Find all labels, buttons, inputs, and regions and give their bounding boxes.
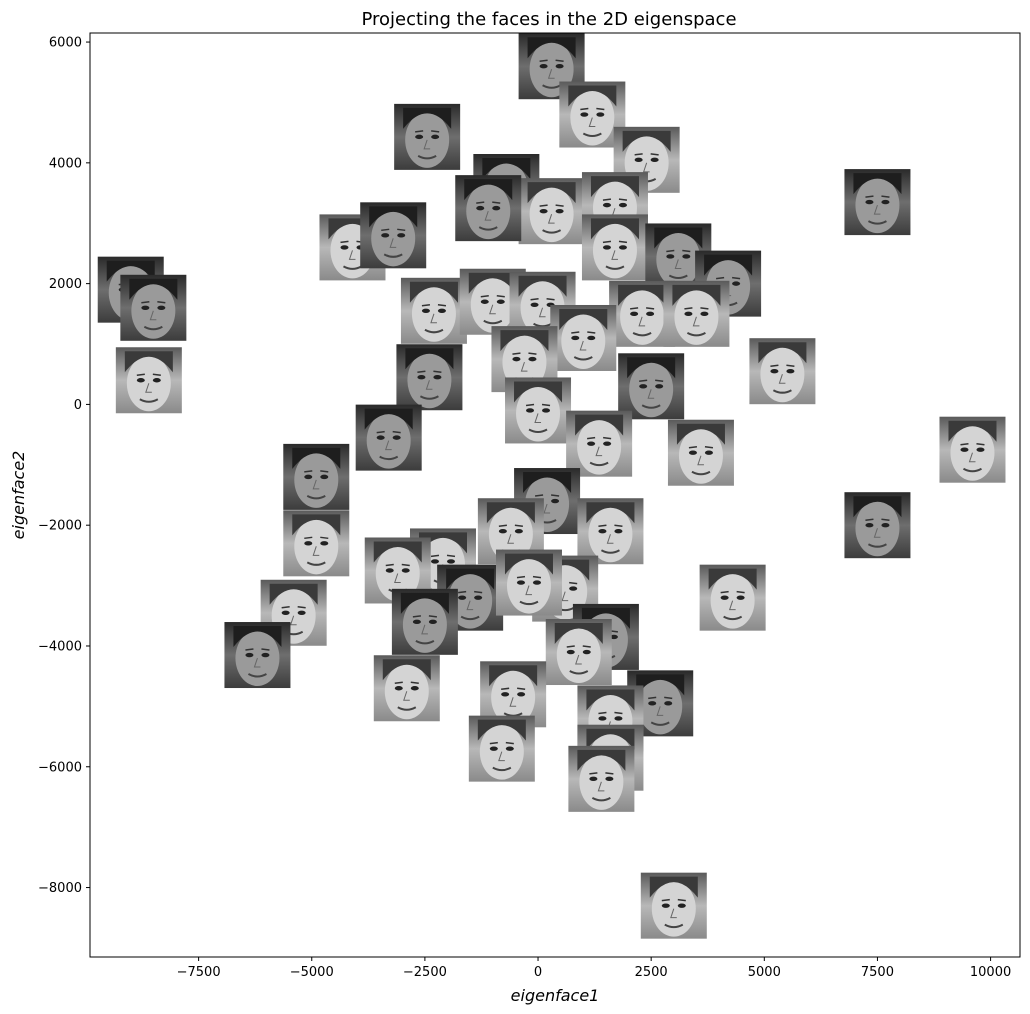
face-thumbnail-point <box>396 344 463 411</box>
face-thumbnail-point <box>115 347 182 414</box>
face-thumbnail-point <box>577 498 644 565</box>
y-tick-label: −8000 <box>38 881 82 896</box>
chart-title: Projecting the faces in the 2D eigenspac… <box>361 9 736 30</box>
face-thumbnail-point <box>844 492 911 559</box>
face-thumbnail-point <box>550 304 617 371</box>
face-thumbnail-point <box>663 280 730 347</box>
y-tick-label: 6000 <box>49 36 82 51</box>
x-axis-ticks: −7500 −5000 −2500 0 2500 5000 7500 10000 <box>177 957 1011 980</box>
face-thumbnail-point <box>518 178 585 245</box>
face-thumbnail-point <box>360 202 427 269</box>
face-thumbnail-point <box>400 277 467 344</box>
face-thumbnail-point <box>581 214 648 281</box>
face-thumbnail-point <box>939 416 1006 483</box>
face-thumbnail-point <box>699 564 766 631</box>
face-thumbnail-point <box>355 404 422 471</box>
face-thumbnail-point <box>667 419 734 486</box>
x-tick-label: 2500 <box>635 965 668 980</box>
y-axis-label: eigenface2 <box>9 451 28 540</box>
face-thumbnail-point <box>283 510 350 577</box>
y-tick-label: −2000 <box>38 519 82 534</box>
face-thumbnail-point <box>627 670 694 737</box>
face-thumbnail-point <box>283 443 350 510</box>
face-thumbnail-point <box>224 622 291 689</box>
face-thumbnail-point <box>566 410 633 477</box>
face-thumbnail-point <box>495 549 562 616</box>
face-thumbnail-point <box>364 537 431 604</box>
plot-frame <box>89 32 1021 958</box>
face-thumbnail-point <box>559 81 626 148</box>
x-axis-label: eigenface1 <box>511 986 600 1005</box>
x-tick-label: −5000 <box>290 965 334 980</box>
scatter-points <box>97 33 1006 939</box>
y-tick-label: −6000 <box>38 760 82 775</box>
face-thumbnail-point <box>455 175 522 242</box>
face-thumbnail-point <box>373 655 440 722</box>
face-thumbnail-point <box>749 338 816 405</box>
y-tick-label: 0 <box>74 398 82 413</box>
face-thumbnail-point <box>468 715 535 782</box>
y-tick-label: −4000 <box>38 639 82 654</box>
y-tick-label: 2000 <box>49 277 82 292</box>
face-thumbnail-point <box>618 353 685 420</box>
x-tick-label: −2500 <box>403 965 447 980</box>
face-thumbnail-point <box>505 377 572 444</box>
face-thumbnail-point <box>120 274 187 341</box>
x-tick-label: 5000 <box>748 965 781 980</box>
face-thumbnail-point <box>844 169 911 236</box>
x-tick-label: −7500 <box>177 965 221 980</box>
face-thumbnail-point <box>568 745 635 812</box>
face-thumbnail-point <box>394 103 461 170</box>
face-thumbnail-point <box>391 588 458 655</box>
x-tick-label: 7500 <box>861 965 894 980</box>
x-tick-label: 0 <box>534 965 542 980</box>
y-axis-ticks: −8000 −6000 −4000 −2000 0 2000 4000 6000 <box>38 36 90 896</box>
x-tick-label: 10000 <box>970 965 1011 980</box>
face-thumbnail-point <box>640 872 707 939</box>
face-thumbnail-point <box>545 619 612 686</box>
y-tick-label: 4000 <box>49 156 82 171</box>
